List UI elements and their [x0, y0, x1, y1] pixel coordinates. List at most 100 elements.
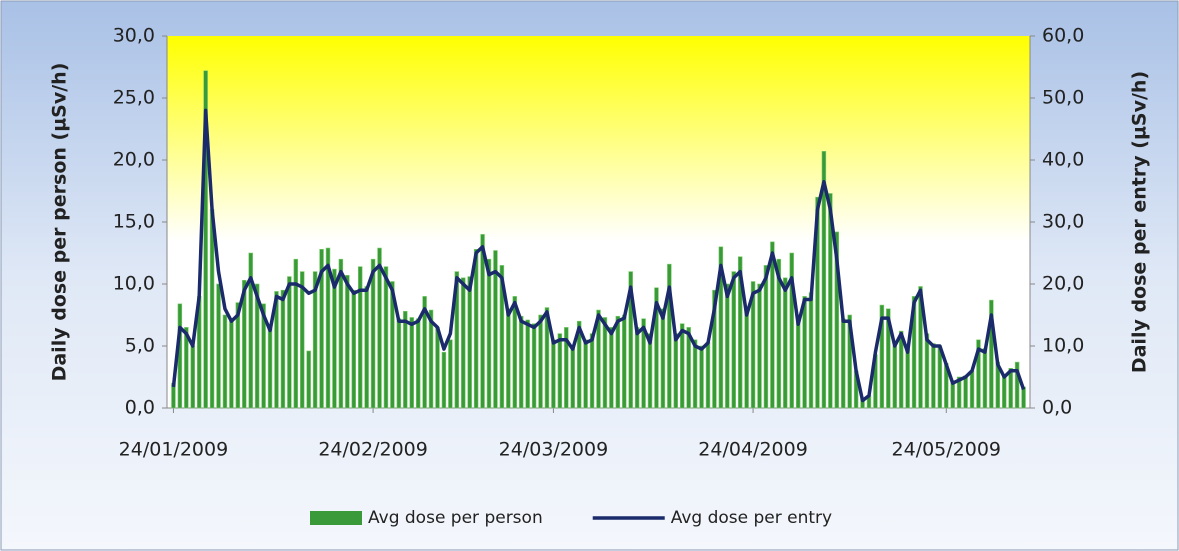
y-axis-title: Daily dose per person (µSv/h): [49, 63, 71, 382]
bar: [776, 258, 782, 409]
x-tick-label: 24/04/2009: [698, 439, 808, 461]
bar: [712, 289, 717, 409]
bar: [428, 309, 434, 409]
bar: [828, 193, 833, 409]
bar: [667, 263, 672, 409]
y2-tick-label: 20,0: [1042, 273, 1084, 295]
bar: [744, 308, 749, 409]
bar: [480, 234, 485, 409]
bar: [583, 339, 588, 409]
bar: [184, 327, 189, 409]
bar: [1021, 386, 1026, 409]
bar: [525, 319, 530, 409]
bar: [293, 258, 299, 409]
bar: [963, 375, 968, 409]
bar: [300, 271, 305, 409]
bar: [248, 252, 253, 409]
bar: [725, 283, 730, 409]
bar: [235, 302, 241, 409]
bar: [673, 333, 679, 409]
bar: [821, 151, 827, 409]
bar: [370, 258, 376, 409]
bar: [654, 287, 659, 409]
legend-label: Avg dose per entry: [671, 508, 832, 528]
legend-swatch: [310, 511, 362, 525]
bar: [254, 283, 260, 409]
bar: [242, 279, 247, 409]
bar: [332, 268, 337, 409]
legend-label: Avg dose per person: [368, 508, 543, 528]
bar: [287, 276, 292, 409]
bar: [770, 241, 775, 409]
y2-tick-label: 10,0: [1042, 335, 1084, 357]
x-tick-label: 24/03/2009: [499, 439, 609, 461]
y2-axis-title: Daily dose per entry (µSv/h): [1129, 71, 1151, 373]
bar: [679, 323, 685, 409]
bar: [364, 286, 369, 409]
x-tick-label: 24/05/2009: [892, 439, 1002, 461]
bar: [422, 296, 427, 409]
bar: [982, 348, 988, 409]
bar: [531, 323, 537, 409]
bar: [357, 266, 363, 409]
bar: [576, 320, 582, 409]
bar: [641, 318, 646, 409]
bar: [660, 308, 666, 409]
bar: [222, 314, 228, 409]
bar: [911, 296, 917, 409]
bar: [557, 333, 563, 409]
bar: [564, 327, 569, 409]
bar: [905, 348, 910, 409]
bar: [886, 308, 891, 409]
y2-tick-label: 0,0: [1042, 397, 1072, 419]
y-tick-label: 0,0: [125, 397, 155, 419]
bar: [390, 281, 395, 409]
bar: [705, 341, 711, 409]
bar: [763, 265, 769, 409]
bar: [493, 250, 498, 409]
x-tick-label: 24/01/2009: [119, 439, 229, 461]
y2-tick-label: 60,0: [1042, 25, 1084, 47]
bar: [190, 345, 195, 409]
y2-tick-label: 30,0: [1042, 211, 1084, 233]
bar: [499, 265, 505, 409]
bar: [325, 247, 331, 409]
bar: [203, 70, 208, 409]
bar: [879, 304, 885, 409]
bar: [551, 339, 556, 409]
bar: [634, 327, 640, 409]
bar: [229, 320, 234, 409]
bar: [686, 327, 691, 409]
y-tick-label: 10,0: [113, 273, 155, 295]
bar: [435, 327, 440, 409]
bar: [544, 307, 550, 409]
line: [171, 108, 1026, 403]
bar: [396, 318, 402, 409]
bar: [615, 315, 621, 409]
bar: [750, 281, 756, 409]
bar: [467, 276, 472, 409]
y-tick-label: 5,0: [125, 335, 155, 357]
bar: [937, 345, 943, 409]
bar: [267, 327, 273, 409]
bar: [956, 376, 962, 409]
bar: [1014, 361, 1020, 409]
bar: [969, 370, 975, 409]
bar: [589, 333, 595, 409]
bar: [802, 296, 807, 409]
bar: [834, 231, 840, 409]
bar: [898, 330, 904, 409]
y2-tick-label: 50,0: [1042, 87, 1084, 109]
bar: [312, 271, 318, 409]
bar: [622, 314, 627, 409]
bar: [512, 296, 518, 409]
y-tick-label: 30,0: [113, 25, 155, 47]
bar: [609, 327, 614, 409]
bar: [473, 248, 479, 409]
bar: [808, 292, 814, 409]
bar: [692, 339, 698, 409]
bar: [737, 256, 743, 409]
bar: [415, 318, 421, 409]
y2-tick-label: 40,0: [1042, 149, 1084, 171]
bar: [931, 343, 936, 409]
